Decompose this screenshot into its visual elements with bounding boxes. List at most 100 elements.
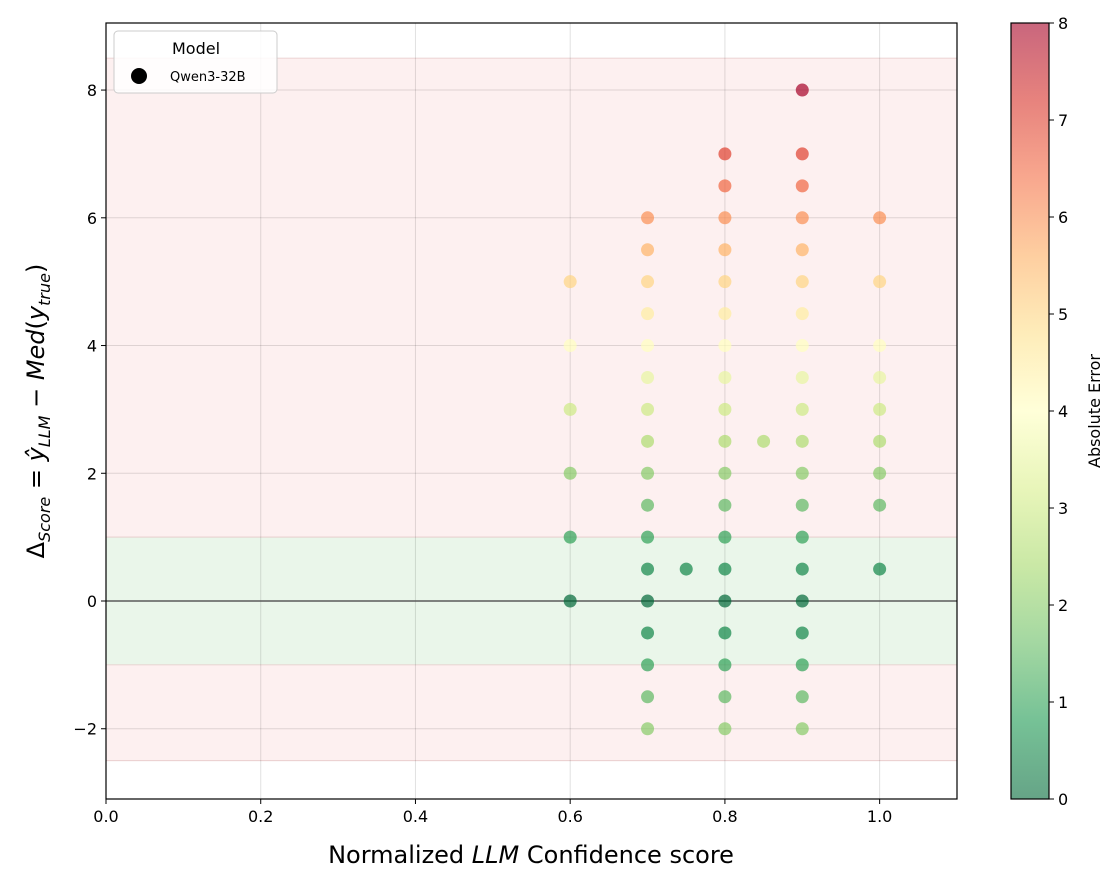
data-point — [563, 594, 577, 608]
data-point — [641, 370, 655, 384]
y-tick-label: 2 — [87, 464, 97, 483]
data-point — [795, 307, 809, 321]
legend: Model Qwen3-32B — [113, 30, 278, 94]
data-point — [641, 530, 655, 544]
x-axis-title: Normalized LLM Confidence score — [328, 841, 734, 869]
y-label-llm-sub: LLM — [35, 415, 54, 447]
data-point — [795, 83, 809, 97]
y-axis-title: ΔScore = ŷLLM − Med(ytrue) — [22, 264, 54, 559]
y-label-med: Med — [22, 329, 50, 380]
data-point — [795, 434, 809, 448]
data-point — [718, 690, 732, 704]
y-label-true-sub: true — [35, 273, 54, 306]
data-point — [718, 307, 732, 321]
data-point — [795, 498, 809, 512]
x-tick-label: 0.0 — [93, 807, 118, 826]
error-band-lower — [106, 664, 957, 761]
y-label-minus: − — [22, 380, 50, 415]
data-point — [795, 370, 809, 384]
data-point — [795, 402, 809, 416]
data-point — [641, 307, 655, 321]
y-tick-label: −2 — [73, 720, 97, 739]
colorbar-tick-label: 5 — [1058, 305, 1068, 324]
data-point — [795, 562, 809, 576]
data-point — [795, 243, 809, 257]
colorbar-gradient — [1011, 23, 1049, 799]
colorbar: 0 1 2 3 4 5 6 7 8 Absolute Error — [1010, 14, 1104, 809]
data-point — [718, 594, 732, 608]
y-label-lparen: ( — [22, 320, 50, 329]
colorbar-label: Absolute Error — [1085, 354, 1104, 468]
colorbar-tick-label: 0 — [1058, 790, 1068, 809]
data-point — [563, 339, 577, 353]
x-axis-title-italic: LLM — [472, 841, 520, 869]
data-point — [641, 402, 655, 416]
error-band-upper — [106, 58, 957, 538]
data-point — [873, 466, 887, 480]
data-point — [641, 434, 655, 448]
data-point — [718, 722, 732, 736]
colorbar-tick-label: 3 — [1058, 499, 1068, 518]
data-point — [641, 243, 655, 257]
data-point — [795, 690, 809, 704]
x-tick-label: 0.6 — [557, 807, 582, 826]
data-point — [873, 498, 887, 512]
data-point — [718, 562, 732, 576]
data-point — [718, 402, 732, 416]
data-point — [873, 562, 887, 576]
data-point — [795, 275, 809, 289]
colorbar-tick-label: 7 — [1058, 111, 1068, 130]
data-point — [718, 658, 732, 672]
colorbar-tick-label: 8 — [1058, 14, 1068, 33]
y-tick-label: 0 — [87, 592, 97, 611]
data-point — [795, 211, 809, 225]
data-point — [641, 626, 655, 640]
data-point — [641, 594, 655, 608]
data-point — [679, 562, 693, 576]
data-point — [718, 370, 732, 384]
x-tick-label: 0.4 — [403, 807, 428, 826]
data-point — [563, 466, 577, 480]
data-point — [563, 530, 577, 544]
legend-frame — [113, 30, 278, 94]
data-point — [795, 530, 809, 544]
data-point — [641, 211, 655, 225]
legend-title: Model — [172, 39, 220, 58]
x-axis-title-post: Confidence score — [519, 841, 734, 869]
data-point — [873, 275, 887, 289]
legend-marker — [131, 68, 147, 84]
data-point — [873, 339, 887, 353]
legend-label: Qwen3-32B — [170, 70, 246, 85]
x-tick-label: 1.0 — [867, 807, 892, 826]
data-point — [641, 498, 655, 512]
data-point — [641, 275, 655, 289]
y-label-score-sub: Score — [35, 497, 54, 542]
y-tick-label: 6 — [87, 209, 97, 228]
y-label-delta: Δ — [22, 541, 50, 558]
data-point — [563, 275, 577, 289]
x-tick-label: 0.8 — [712, 807, 737, 826]
data-point — [718, 275, 732, 289]
data-point — [795, 722, 809, 736]
data-point — [718, 434, 732, 448]
x-axis-title-pre: Normalized — [328, 841, 472, 869]
data-point — [795, 339, 809, 353]
data-point — [718, 147, 732, 161]
background-bands — [106, 57, 957, 762]
data-point — [795, 466, 809, 480]
colorbar-tick-label: 4 — [1058, 402, 1068, 421]
y-tick-label: 4 — [87, 337, 97, 356]
plot-frame — [105, 22, 958, 800]
colorbar-ticks: 0 1 2 3 4 5 6 7 8 — [1049, 14, 1068, 809]
colorbar-tick-label: 6 — [1058, 208, 1068, 227]
data-point — [718, 466, 732, 480]
y-tick-label: 8 — [87, 81, 97, 100]
data-point — [795, 179, 809, 193]
data-point — [641, 722, 655, 736]
data-point — [795, 626, 809, 640]
y-axis-ticks: −2 0 2 4 6 8 — [73, 81, 106, 739]
data-point — [563, 402, 577, 416]
data-points — [563, 83, 887, 736]
